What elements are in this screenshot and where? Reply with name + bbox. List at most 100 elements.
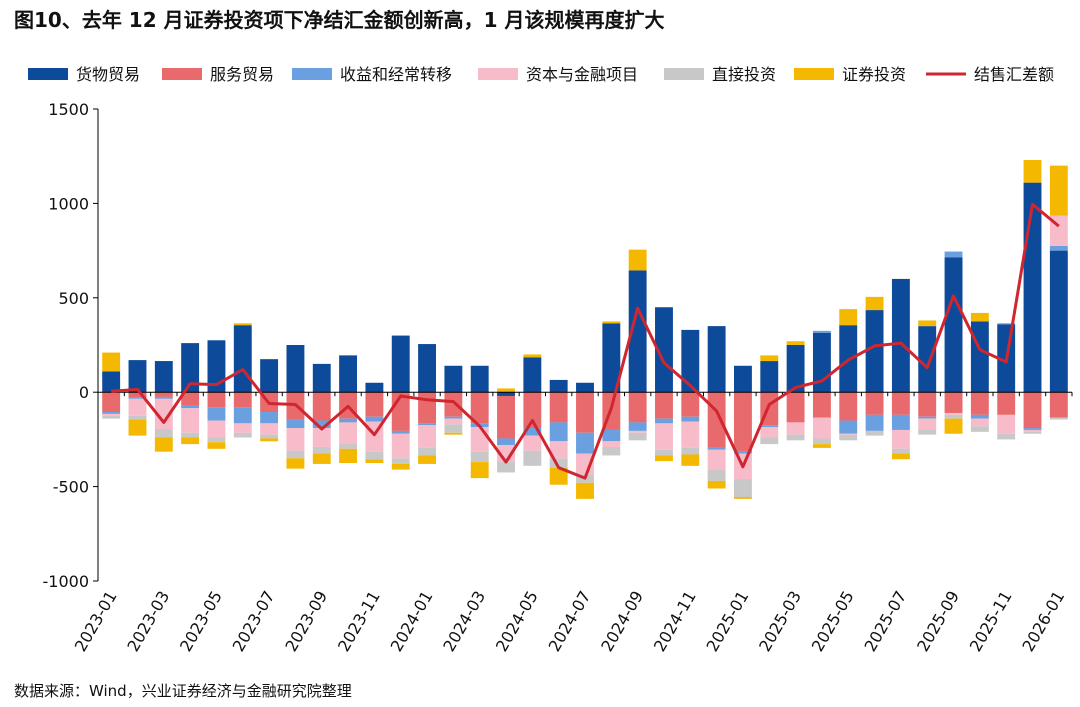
bar-segment: [865, 296, 884, 311]
bar-segment: [1023, 431, 1042, 434]
bar-segment: [312, 428, 331, 447]
x-tick-label: 2023-07: [229, 588, 279, 655]
bar-segment: [681, 447, 700, 455]
bar-segment: [970, 426, 989, 432]
bar-segment: [233, 407, 252, 424]
bar-segment: [681, 416, 700, 422]
bar-segment: [286, 419, 305, 429]
y-tick-label: 500: [58, 289, 89, 308]
legend-swatch: [478, 68, 518, 80]
bar-segment: [707, 392, 726, 448]
bar-segment: [154, 429, 173, 438]
bar-segment: [997, 323, 1016, 325]
bar-segment: [128, 415, 147, 420]
bar-segment: [839, 433, 858, 435]
bar-segment: [839, 420, 858, 434]
bar-segment: [1049, 165, 1068, 216]
bar-segment: [233, 325, 252, 393]
bar-segment: [207, 442, 226, 449]
bar-segment: [602, 323, 621, 393]
bar-segment: [997, 433, 1016, 440]
bar-segment: [865, 430, 884, 436]
bar-segment: [628, 432, 647, 441]
bar-segment: [707, 447, 726, 450]
bar-segment: [707, 480, 726, 489]
bar-segment: [628, 430, 647, 433]
bar-segment: [207, 437, 226, 443]
bar-segment: [918, 326, 937, 393]
bar-segment: [418, 455, 437, 464]
bar-segment: [102, 371, 121, 393]
bar-segment: [260, 359, 279, 393]
legend-label: 证券投资: [842, 65, 906, 84]
legend-label: 资本与金融项目: [526, 65, 638, 84]
bar-segment: [391, 433, 410, 459]
bar-segment: [891, 414, 910, 430]
bar-segment: [339, 418, 358, 423]
bar-segment: [128, 397, 147, 399]
x-tick-label: 2023-01: [71, 588, 121, 655]
bar-segment: [760, 425, 779, 428]
bar-segment: [655, 392, 673, 419]
legend-swatch: [162, 68, 202, 80]
bar-segment: [365, 392, 384, 417]
bar-segment: [944, 414, 963, 419]
bar-segment: [391, 430, 410, 434]
bar-segment: [418, 423, 437, 426]
bar-segment: [839, 392, 858, 421]
bar-segment: [1023, 182, 1042, 393]
bar-segment: [918, 429, 937, 435]
bar-segment: [233, 392, 252, 408]
bars: [102, 159, 1068, 499]
bar-segment: [391, 335, 410, 393]
bar-segment: [839, 309, 858, 326]
bar-segment: [260, 412, 279, 424]
bar-segment: [549, 379, 568, 393]
x-tick-label: 2024-01: [387, 588, 437, 655]
legend-swatch: [292, 68, 332, 80]
bar-segment: [786, 392, 805, 423]
bar-segment: [260, 438, 279, 442]
x-tick-label: 2024-11: [650, 588, 700, 655]
bar-segment: [786, 434, 805, 441]
x-tick-label: 2023-11: [334, 588, 384, 655]
bar-segment: [576, 382, 594, 393]
x-tick-label: 2024-09: [597, 588, 647, 655]
bar-segment: [497, 462, 515, 473]
y-axis: -1000 -500 0 500 1000 1500: [43, 100, 99, 591]
bar-segment: [365, 451, 384, 460]
bar-segment: [128, 419, 147, 436]
bar-segment: [312, 446, 331, 454]
bar-segment: [891, 448, 910, 454]
bar-segment: [865, 310, 884, 393]
bar-segment: [707, 326, 726, 393]
bar-segment: [549, 441, 568, 459]
bar-segment: [812, 417, 831, 439]
x-tick-label: 2024-07: [545, 588, 595, 655]
bar-segment: [418, 447, 437, 456]
bar-segment: [733, 479, 752, 497]
bar-segment: [470, 462, 489, 479]
bar-segment: [944, 257, 963, 393]
bar-segment: [444, 392, 463, 417]
bar-segment: [997, 414, 1016, 434]
y-tick-label: -1000: [43, 572, 90, 591]
bar-segment: [365, 459, 384, 463]
bar-segment: [102, 415, 121, 419]
bar-segment: [154, 437, 173, 452]
bar-segment: [733, 365, 752, 393]
bar-segment: [523, 357, 542, 393]
bar-segment: [102, 413, 121, 416]
bar-segment: [628, 392, 647, 423]
x-tick-label: 2023-09: [281, 588, 331, 655]
bar-segment: [786, 422, 805, 435]
x-tick-label: 2025-11: [966, 588, 1016, 655]
bar-segment: [760, 361, 779, 393]
bar-segment: [391, 463, 410, 470]
bar-segment: [339, 422, 358, 444]
bar-segment: [1049, 245, 1068, 251]
bar-segment: [549, 467, 568, 485]
legend-swatch: [664, 68, 704, 80]
y-tick-label: 1500: [48, 100, 89, 119]
bar-segment: [154, 396, 173, 399]
